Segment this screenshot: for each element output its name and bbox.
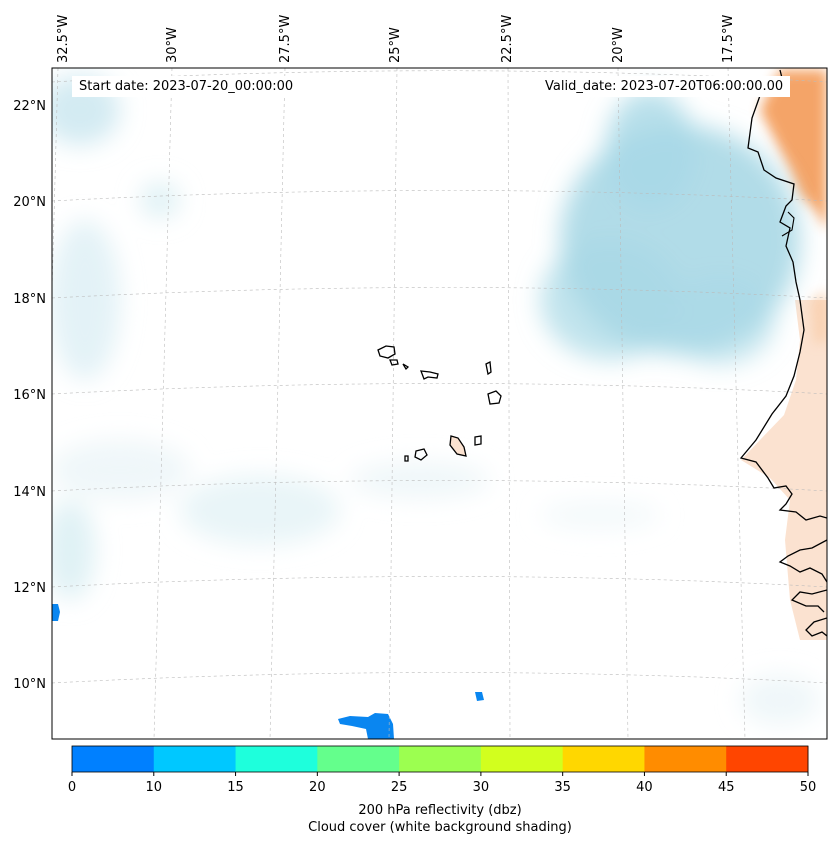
lat-label-22n: 22°N (13, 99, 46, 114)
colorbar-tick-label: 30 (473, 780, 490, 795)
island-brava (404, 455, 409, 462)
island-sal (485, 360, 492, 376)
land-shading-light (741, 300, 827, 640)
colorbar-label-line2: Cloud cover (white background shading) (308, 820, 572, 835)
island-fogo (414, 448, 428, 461)
lon-label-30w: 30°W (165, 27, 180, 63)
colorbar-tick-label: 45 (718, 780, 735, 795)
reflectivity-patch-small (475, 692, 484, 701)
colorbar-tick-label: 40 (636, 780, 653, 795)
coastline-africa (739, 69, 827, 637)
longitude-labels: 32.5°W 30°W 27.5°W 25°W 22.5°W 20°W 17.5… (56, 15, 736, 63)
colorbar-segment (726, 746, 809, 772)
colorbar-tick-label: 25 (391, 780, 408, 795)
island-santo-antao (377, 345, 396, 359)
island-boa-vista (487, 390, 502, 405)
colorbar-segment (235, 746, 318, 772)
lat-label-14n: 14°N (13, 485, 46, 500)
colorbar-tick-label: 10 (146, 780, 163, 795)
colorbar-tick-label: 0 (68, 780, 76, 795)
island-sao-nicolau (420, 370, 439, 380)
valid-date-label: Valid_date: 2023-07-20T06:00:00.00 (538, 76, 791, 97)
colorbar-tick-label: 15 (227, 780, 244, 795)
island-maio (474, 435, 482, 446)
reflectivity-patch-west (52, 604, 60, 621)
colorbar-tick-label: 20 (309, 780, 326, 795)
lat-label-20n: 20°N (13, 195, 46, 210)
start-date-label: Start date: 2023-07-20_00:00:00 (72, 76, 301, 97)
graticule (52, 68, 827, 739)
lat-label-12n: 12°N (13, 581, 46, 596)
land-shading-warm-edge (812, 290, 827, 345)
island-sao-vicente (389, 359, 399, 366)
lat-label-18n: 18°N (13, 292, 46, 307)
coastline-detail-1 (781, 211, 795, 237)
land-shading-warm (760, 70, 827, 230)
lon-label-17-5w: 17.5°W (721, 15, 736, 63)
colorbar-tick-label: 50 (800, 780, 817, 795)
colorbar-segment (72, 746, 155, 772)
lon-label-25w: 25°W (388, 27, 403, 63)
latitude-labels: 22°N 20°N 18°N 16°N 14°N 12°N 10°N (13, 99, 46, 692)
colorbar-label-line1: 200 hPa reflectivity (dbz) (358, 803, 521, 818)
island-santiago (449, 435, 467, 457)
reflectivity-patch-south (338, 713, 394, 739)
lat-label-10n: 10°N (13, 677, 46, 692)
colorbar-segment (644, 746, 727, 772)
lon-label-32-5w: 32.5°W (56, 15, 71, 63)
map-layers (52, 68, 827, 739)
lat-label-16n: 16°N (13, 388, 46, 403)
lon-label-22-5w: 22.5°W (500, 15, 515, 63)
lon-label-27-5w: 27.5°W (278, 15, 293, 63)
cape-verde-islands (377, 345, 502, 462)
colorbar-segment (480, 746, 564, 772)
map-frame (51, 67, 828, 740)
colorbar-segment (562, 746, 645, 772)
colorbar-segment (399, 746, 482, 772)
colorbar-segment (317, 746, 400, 772)
colorbar: 0 10 15 20 25 30 35 40 45 50 (68, 745, 817, 795)
cloud-cover (52, 75, 820, 725)
colorbar-frame (71, 745, 809, 773)
island-santa-luzia (402, 363, 410, 371)
colorbar-segment (153, 746, 237, 772)
colorbar-tick-label: 35 (554, 780, 571, 795)
lon-label-20w: 20°W (611, 27, 626, 63)
